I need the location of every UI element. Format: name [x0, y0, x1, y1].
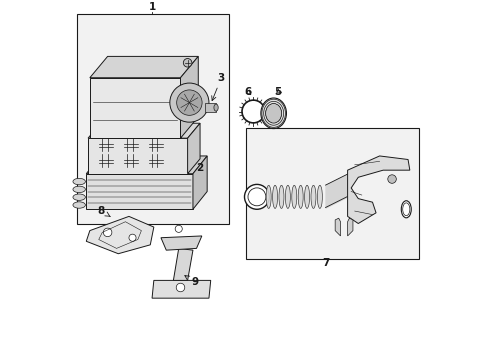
- Ellipse shape: [265, 185, 271, 208]
- Circle shape: [247, 188, 265, 206]
- Polygon shape: [86, 156, 207, 174]
- Ellipse shape: [285, 185, 290, 208]
- Circle shape: [176, 283, 184, 292]
- Text: 3: 3: [211, 73, 224, 100]
- Text: 4: 4: [187, 58, 194, 74]
- Ellipse shape: [279, 185, 284, 208]
- Polygon shape: [161, 236, 202, 250]
- Ellipse shape: [260, 98, 286, 129]
- Ellipse shape: [304, 185, 309, 208]
- Circle shape: [244, 184, 269, 209]
- Polygon shape: [180, 57, 198, 138]
- Ellipse shape: [402, 203, 409, 216]
- Circle shape: [183, 59, 191, 67]
- Text: 2: 2: [175, 160, 203, 174]
- Circle shape: [129, 234, 136, 241]
- Text: 1: 1: [148, 2, 155, 12]
- Ellipse shape: [272, 185, 277, 208]
- Polygon shape: [88, 123, 200, 138]
- Polygon shape: [334, 218, 340, 236]
- Ellipse shape: [298, 185, 303, 208]
- Text: 8: 8: [98, 206, 110, 216]
- Circle shape: [176, 90, 202, 115]
- Polygon shape: [187, 123, 200, 174]
- Polygon shape: [173, 248, 193, 280]
- Circle shape: [387, 175, 395, 183]
- Ellipse shape: [73, 186, 85, 193]
- Circle shape: [242, 100, 264, 123]
- Ellipse shape: [73, 178, 85, 185]
- Bar: [205, 103, 216, 112]
- Circle shape: [175, 225, 182, 233]
- Ellipse shape: [401, 201, 410, 218]
- Polygon shape: [90, 57, 198, 78]
- Text: 5: 5: [274, 87, 281, 97]
- Polygon shape: [193, 156, 207, 209]
- Polygon shape: [86, 216, 154, 254]
- Ellipse shape: [291, 185, 296, 208]
- Ellipse shape: [310, 185, 315, 208]
- Polygon shape: [90, 78, 180, 138]
- Ellipse shape: [213, 104, 218, 111]
- Ellipse shape: [317, 185, 322, 208]
- Text: 6: 6: [244, 87, 251, 97]
- Text: 9: 9: [184, 275, 198, 287]
- Ellipse shape: [265, 104, 281, 123]
- Text: 7: 7: [322, 258, 329, 268]
- Polygon shape: [88, 138, 187, 174]
- Ellipse shape: [73, 202, 85, 208]
- Polygon shape: [86, 174, 193, 209]
- Ellipse shape: [73, 194, 85, 201]
- Circle shape: [169, 83, 208, 122]
- Polygon shape: [347, 218, 352, 236]
- Bar: [246, 127, 418, 259]
- Bar: [77, 14, 228, 224]
- Polygon shape: [347, 156, 409, 224]
- Circle shape: [103, 228, 112, 237]
- Polygon shape: [152, 280, 210, 298]
